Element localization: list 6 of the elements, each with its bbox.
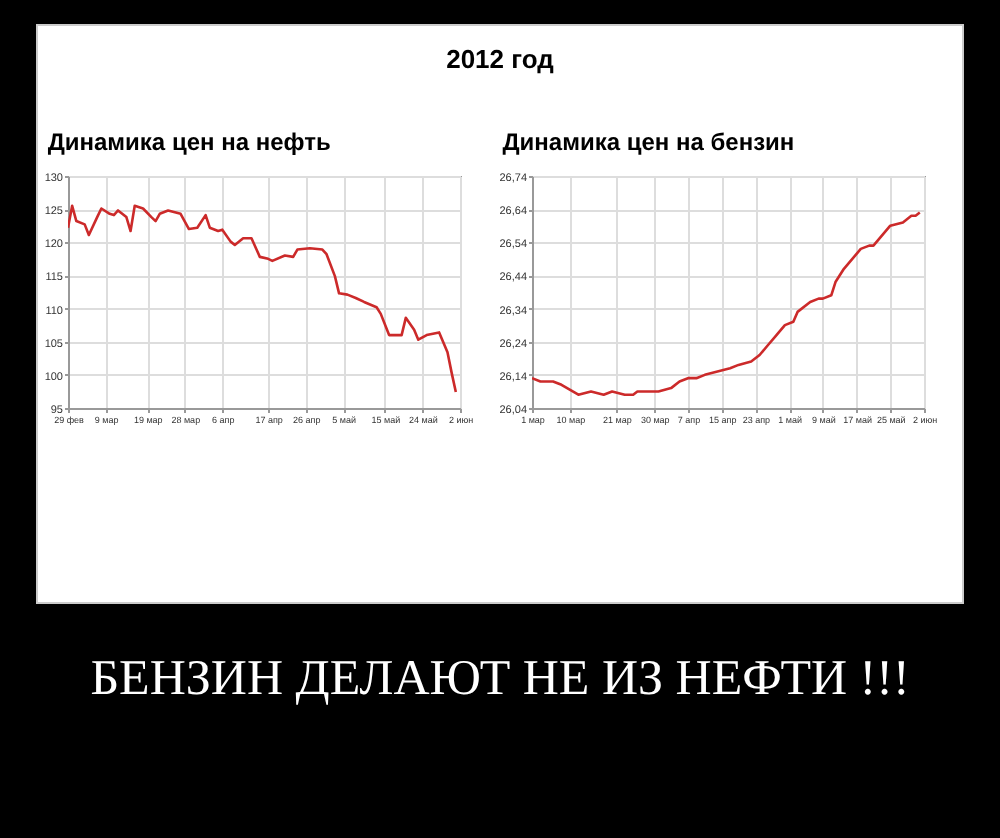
chart-title: Динамика цен на бензин bbox=[502, 128, 795, 156]
line-series bbox=[68, 204, 458, 394]
text: 2012 год bbox=[444, 44, 556, 74]
chart-title: Динамика цен на нефть bbox=[47, 128, 331, 156]
text: БЕНЗИН ДЕЛАЮТ НЕ ИЗ НЕФТИ !!! bbox=[88, 652, 912, 708]
line-series bbox=[532, 211, 922, 397]
